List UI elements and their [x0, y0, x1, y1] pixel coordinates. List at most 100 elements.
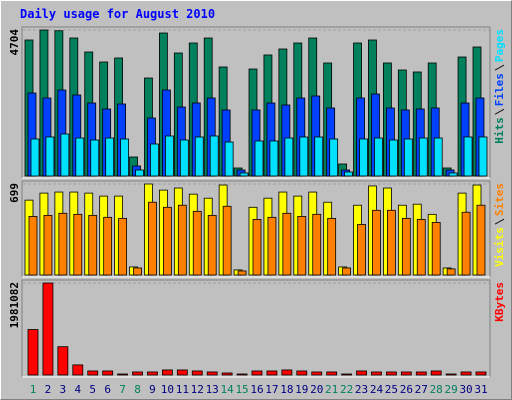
bar [386, 209, 396, 276]
bar [430, 370, 442, 376]
bar [463, 136, 473, 177]
bar [344, 171, 354, 177]
x-tick-label: 10 [161, 383, 174, 396]
bar [448, 172, 458, 177]
legend-separator [494, 108, 505, 115]
x-tick-label: 15 [235, 383, 248, 396]
bar [239, 172, 249, 177]
bar [58, 212, 68, 276]
chart-title: Daily usage for August 2010 [20, 7, 215, 21]
x-tick-label: 17 [265, 383, 278, 396]
bar [269, 140, 279, 177]
x-tick-label: 9 [149, 383, 156, 396]
bar [30, 138, 40, 177]
bar [117, 373, 128, 376]
bar [60, 133, 70, 177]
bar [102, 370, 114, 376]
bar [374, 137, 383, 177]
bar [27, 329, 39, 376]
x-tick-label: 29 [445, 383, 458, 396]
bar [191, 370, 203, 376]
legend-label: Visits [493, 227, 506, 267]
bar [372, 209, 381, 276]
bar [236, 373, 248, 376]
y-tick-label: 4704 [8, 29, 21, 56]
bar [416, 219, 426, 276]
bar [224, 141, 234, 177]
bar [342, 267, 352, 276]
bar [445, 373, 457, 376]
bar [341, 373, 353, 376]
x-tick-label: 20 [310, 383, 323, 396]
bar [251, 370, 263, 376]
legend-separator [494, 218, 505, 225]
bar [148, 201, 157, 276]
bar [252, 219, 262, 276]
bar [147, 371, 158, 376]
bar [401, 217, 411, 276]
legend-label: Hits [493, 117, 506, 144]
x-tick-label: 14 [221, 383, 235, 396]
x-tick-label: 12 [191, 383, 204, 396]
bar [72, 364, 84, 376]
bar [431, 222, 441, 276]
legend-separator [494, 64, 505, 71]
bar [237, 270, 247, 276]
bar [296, 370, 308, 376]
bar [87, 370, 99, 376]
x-tick-label: 22 [340, 383, 353, 396]
bar [297, 216, 307, 276]
x-tick-label: 28 [430, 383, 443, 396]
bar [42, 282, 54, 376]
bar [446, 268, 456, 276]
x-tick-label: 13 [206, 383, 219, 396]
bar [327, 217, 337, 276]
bar [150, 143, 159, 177]
bar [133, 267, 142, 276]
x-tick-label: 2 [45, 383, 52, 396]
bar [478, 136, 488, 177]
legend-label: Sites [493, 183, 506, 216]
x-tick-label: 31 [474, 383, 487, 396]
x-tick-label: 23 [355, 383, 368, 396]
bar [164, 135, 174, 177]
bar [222, 205, 232, 276]
bar [176, 369, 188, 376]
x-tick-label: 1 [30, 383, 37, 396]
y-tick-label: 699 [8, 183, 21, 203]
x-tick-label: 25 [385, 383, 398, 396]
bar [388, 139, 398, 177]
x-tick-label: 18 [280, 383, 293, 396]
bar [403, 138, 413, 177]
bar [418, 137, 428, 177]
bar [254, 140, 264, 177]
bar [209, 135, 219, 177]
x-tick-label: 6 [104, 383, 111, 396]
bar [267, 216, 277, 276]
x-tick-label: 30 [459, 383, 472, 396]
bar [326, 371, 338, 376]
bar [476, 204, 486, 276]
x-tick-label: 19 [295, 383, 308, 396]
bar [179, 139, 189, 177]
bar [311, 371, 323, 376]
bar [194, 136, 204, 177]
x-tick-label: 21 [325, 383, 338, 396]
bar [385, 371, 397, 376]
x-tick-label: 4 [74, 383, 81, 396]
bar [312, 213, 322, 276]
bar [161, 369, 173, 376]
bar [475, 371, 487, 376]
y-tick-label: 1981082 [8, 282, 21, 328]
bar [314, 136, 324, 177]
bar [461, 211, 471, 276]
bar [207, 214, 217, 276]
legend-label: Files [493, 73, 506, 106]
x-tick-label: 24 [370, 383, 384, 396]
bar [28, 216, 38, 276]
bar [282, 212, 292, 276]
bar [120, 138, 129, 177]
bar [357, 224, 366, 276]
legend-label: Pages [493, 29, 506, 62]
